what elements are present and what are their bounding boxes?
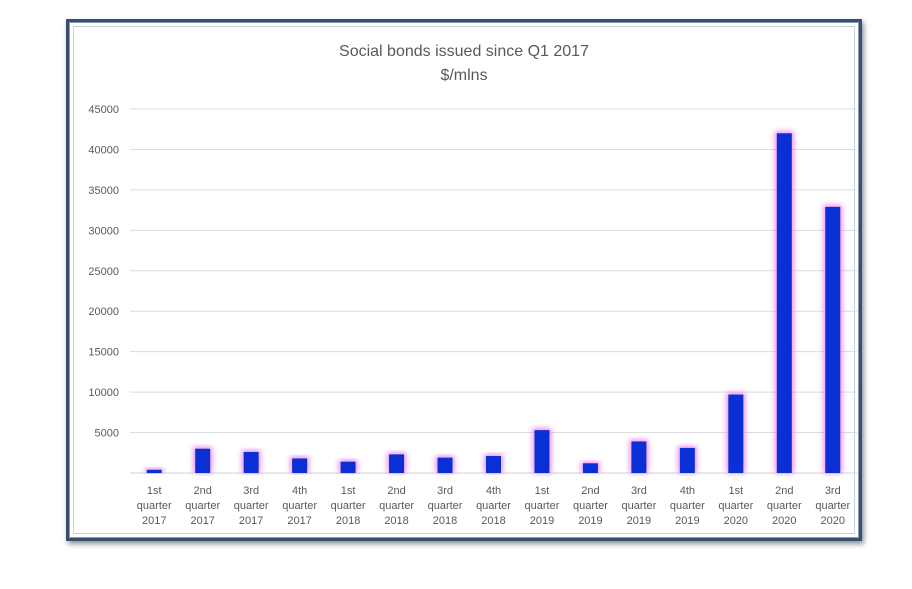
x-tick-label: 3rd quarter 2018 <box>428 485 463 527</box>
y-axis-ticks: 5000 10000 15000 20000 25000 30000 35000 40000 4… <box>88 104 119 440</box>
x-tick-label: 4th quarter 2019 <box>670 485 705 527</box>
bar <box>679 447 695 473</box>
x-tick-label: 2nd quarter 2020 <box>767 485 802 527</box>
bar <box>825 206 841 473</box>
bar <box>437 457 453 473</box>
y-tick-label: 40000 <box>88 144 119 156</box>
bar <box>582 463 598 473</box>
x-tick-label: 2nd quarter 2018 <box>379 485 414 527</box>
x-tick-label: 4th quarter 2017 <box>282 485 317 527</box>
y-tick-label: 10000 <box>88 387 119 399</box>
x-tick-label: 4th quarter 2018 <box>476 485 511 527</box>
y-tick-label: 30000 <box>88 225 119 237</box>
y-tick-label: 45000 <box>88 104 119 116</box>
chart-title: Social bonds issued since Q1 2017 <box>339 43 589 60</box>
x-tick-label: 2nd quarter 2019 <box>573 485 608 527</box>
x-tick-label: 1st quarter 2019 <box>525 485 560 527</box>
chart-frame-inner <box>73 26 855 534</box>
x-axis-ticks: 1st quarter 2017 2nd quarter 2017 3rd quarter 20… <box>137 485 851 527</box>
bar <box>776 133 792 473</box>
y-tick-label: 15000 <box>88 347 119 359</box>
bar <box>486 456 501 473</box>
bars <box>146 133 841 473</box>
y-tick-label: 5000 <box>95 428 119 440</box>
x-tick-label: 1st quarter 2017 <box>137 485 172 527</box>
bar <box>243 451 259 473</box>
bar <box>728 394 744 473</box>
chart-subtitle: $/mlns <box>440 67 487 84</box>
bar <box>389 454 405 473</box>
bar <box>292 458 308 473</box>
x-tick-label: 3rd quarter 2020 <box>815 485 850 527</box>
x-tick-label: 1st quarter 2018 <box>331 485 366 527</box>
bar <box>534 430 550 473</box>
bar <box>631 441 647 473</box>
x-tick-label: 3rd quarter 2019 <box>621 485 656 527</box>
x-tick-label: 3rd quarter 2017 <box>234 485 269 527</box>
bar <box>340 461 356 473</box>
bar <box>195 448 211 473</box>
grid-lines <box>130 108 857 474</box>
bar <box>146 469 162 473</box>
y-tick-label: 25000 <box>88 266 119 278</box>
y-tick-label: 20000 <box>88 306 119 318</box>
x-tick-label: 2nd quarter 2017 <box>185 485 220 527</box>
y-tick-label: 35000 <box>88 185 119 197</box>
x-tick-label: 1st quarter 2020 <box>718 485 753 527</box>
